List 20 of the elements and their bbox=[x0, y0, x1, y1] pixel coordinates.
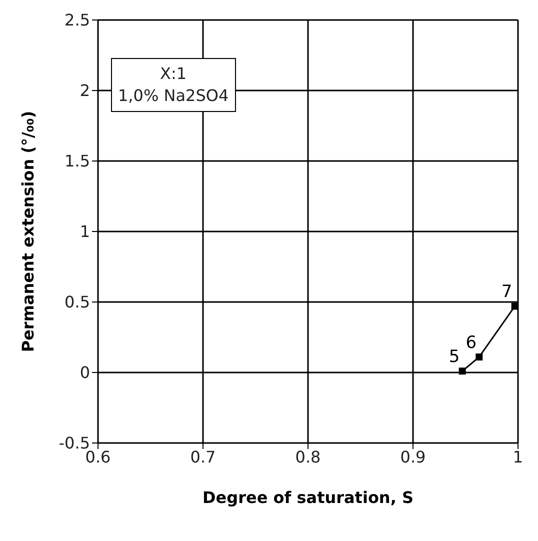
x-tick-label: 0.8 bbox=[295, 447, 321, 466]
x-tick-label: 1 bbox=[512, 447, 524, 466]
y-tick-label: 0.5 bbox=[64, 292, 90, 312]
annotation: 6 bbox=[466, 332, 477, 353]
point bbox=[458, 368, 466, 375]
y-tick-label: 1 bbox=[80, 222, 90, 242]
annotation: 7 bbox=[501, 282, 512, 302]
y-tick-label: 2 bbox=[80, 81, 90, 100]
y-tick-label: 1.5 bbox=[64, 152, 90, 171]
y-axis-title: Permanent extension (°/₀₀) bbox=[18, 110, 38, 352]
point bbox=[511, 302, 518, 310]
x-axis-title: Degree of saturation, S bbox=[202, 488, 414, 507]
y-tick-label: 0 bbox=[80, 363, 90, 382]
point bbox=[476, 353, 483, 360]
x-tick-label: 0.9 bbox=[400, 447, 426, 466]
annotation: 5 bbox=[448, 347, 460, 368]
y-tick-label: 2.5 bbox=[64, 10, 90, 30]
x-tick-label: 0.7 bbox=[190, 447, 216, 466]
annotation: 1,0% Na2SO4 bbox=[118, 85, 229, 107]
annotation: X:1 bbox=[159, 63, 188, 85]
